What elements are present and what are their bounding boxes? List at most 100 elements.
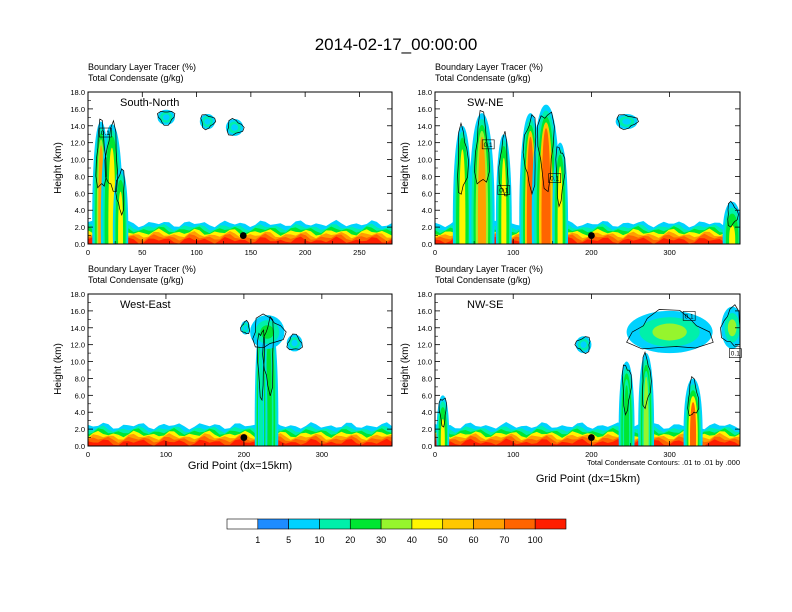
condensate-contour — [727, 200, 739, 228]
y-tick-label: 0.0 — [422, 442, 432, 451]
colorbar-swatch — [380, 518, 413, 530]
y-tick-label: 12.0 — [417, 139, 432, 148]
panel-3: West-East 0.0 2.0 4.0 6.0 8.0 10.0 12.0 14.0 16.0… — [70, 290, 393, 459]
colorbar-label: 10 — [314, 535, 324, 545]
y-axis-label-panel-2: Height (km) — [400, 142, 411, 194]
colorbar-label: 40 — [407, 535, 417, 545]
y-tick-label: 6.0 — [75, 391, 85, 400]
condensate-contour — [498, 131, 509, 197]
location-marker — [588, 434, 595, 441]
x-tick-label: 300 — [663, 248, 676, 257]
condensate-contour — [240, 319, 251, 335]
contour-label: 0.1 — [499, 187, 508, 194]
tracer-plume — [501, 157, 507, 244]
subtitle-line-1-panel-3: Boundary Layer Tracer (%) — [88, 264, 196, 274]
condensate-contour — [642, 350, 652, 410]
subtitle-line-2-panel-1: Total Condensate (g/kg) — [88, 73, 184, 83]
condensate-contour — [537, 111, 555, 193]
tracer-blob — [580, 341, 587, 349]
panel-3-field — [88, 313, 392, 446]
condensate-contour — [226, 117, 245, 136]
condensate-contour — [156, 111, 176, 126]
location-marker — [588, 232, 595, 239]
location-marker — [239, 232, 247, 239]
x-tick-label: 100 — [160, 450, 173, 459]
tracer-plume — [477, 136, 487, 244]
colorbar-label: 100 — [528, 535, 543, 545]
y-tick-label: 4.0 — [75, 206, 85, 215]
colorbar-label: 50 — [438, 535, 448, 545]
colorbar-label: 20 — [345, 535, 355, 545]
y-tick-label: 0.0 — [422, 240, 432, 249]
x-tick-label: 100 — [507, 450, 520, 459]
y-tick-label: 6.0 — [422, 189, 432, 198]
x-axis-label-panel-3: Grid Point (dx=15km) — [188, 460, 292, 472]
tracer-blob — [243, 325, 248, 331]
y-tick-label: 4.0 — [422, 408, 432, 417]
subtitle-line-2-panel-2: Total Condensate (g/kg) — [435, 73, 531, 83]
contour-note: Total Condensate Contours: .01 to .01 by… — [587, 458, 740, 467]
colorbar-label: 30 — [376, 535, 386, 545]
y-tick-label: 12.0 — [70, 139, 85, 148]
x-tick-label: 50 — [138, 248, 146, 257]
y-tick-label: 14.0 — [70, 122, 85, 131]
tracer-blob — [231, 124, 239, 131]
colorbar-swatch — [504, 518, 536, 530]
panel-label: West-East — [120, 299, 171, 311]
y-tick-label: 14.0 — [70, 324, 85, 333]
x-tick-label: 300 — [316, 450, 329, 459]
condensate-contour — [574, 336, 591, 355]
colorbar-swatch — [442, 518, 474, 530]
condensate-contour — [555, 146, 566, 208]
panel-label: South-North — [120, 97, 179, 109]
contour-label: 0.1 — [685, 313, 694, 320]
colorbar-swatch — [473, 518, 505, 530]
y-tick-label: 14.0 — [417, 122, 432, 131]
x-tick-label: 200 — [299, 248, 312, 257]
condensate-contour — [522, 114, 537, 196]
condensate-contour — [616, 114, 639, 131]
tracer-blob — [727, 319, 737, 337]
condensate-contour — [200, 114, 217, 131]
colorbar-label: 1 — [255, 535, 260, 545]
contour-label-box — [481, 139, 495, 150]
y-tick-label: 16.0 — [70, 105, 85, 114]
tracer-plume — [729, 225, 736, 244]
x-tick-label: 150 — [245, 248, 258, 257]
y-tick-label: 10.0 — [417, 156, 432, 165]
panel-2: 0.1 0.1 0.1 SW-NE 0.0 2.0 4.0 6.0 8.0 10.0 12.0 14.… — [417, 88, 741, 257]
y-tick-label: 10.0 — [417, 358, 432, 367]
condensate-contour — [687, 375, 700, 417]
y-tick-label: 18.0 — [417, 290, 432, 299]
tracer-plume — [690, 402, 697, 446]
x-tick-label: 200 — [585, 248, 598, 257]
panel-4-field — [435, 304, 740, 446]
condensate-contour — [474, 110, 490, 185]
subtitle-line-2-panel-3: Total Condensate (g/kg) — [88, 275, 184, 285]
y-axis-label-panel-3: Height (km) — [53, 343, 64, 395]
boundary-layer-band — [88, 438, 392, 446]
condensate-contour — [720, 304, 740, 347]
colorbar-swatch — [534, 518, 567, 530]
colorbar-swatch — [288, 518, 320, 530]
y-tick-label: 8.0 — [75, 172, 85, 181]
colorbar-swatch — [319, 518, 351, 530]
contour-label-box — [548, 173, 561, 183]
tracer-plume — [118, 191, 124, 244]
tracer-plume — [624, 385, 630, 446]
figure-title: 2014-02-17_00:00:00 — [315, 35, 478, 54]
y-tick-label: 16.0 — [70, 307, 85, 316]
y-tick-label: 10.0 — [70, 156, 85, 165]
tracer-plume — [259, 347, 264, 446]
condensate-contour — [438, 397, 447, 428]
condensate-contour — [95, 118, 107, 189]
tracer-blob — [204, 118, 211, 125]
colorbar-label: 5 — [286, 535, 291, 545]
tracer-blob — [622, 118, 631, 125]
panel-1: 0.1 South-North 0.0 2.0 4.0 6.0 8.0 10.0 12.0 14.… — [70, 88, 393, 257]
contour-label: 0.1 — [731, 351, 740, 358]
tracer-plume — [643, 376, 649, 446]
condensate-contour — [286, 333, 303, 351]
subtitle-line-1-panel-4: Boundary Layer Tracer (%) — [435, 264, 543, 274]
y-tick-label: 18.0 — [70, 88, 85, 97]
